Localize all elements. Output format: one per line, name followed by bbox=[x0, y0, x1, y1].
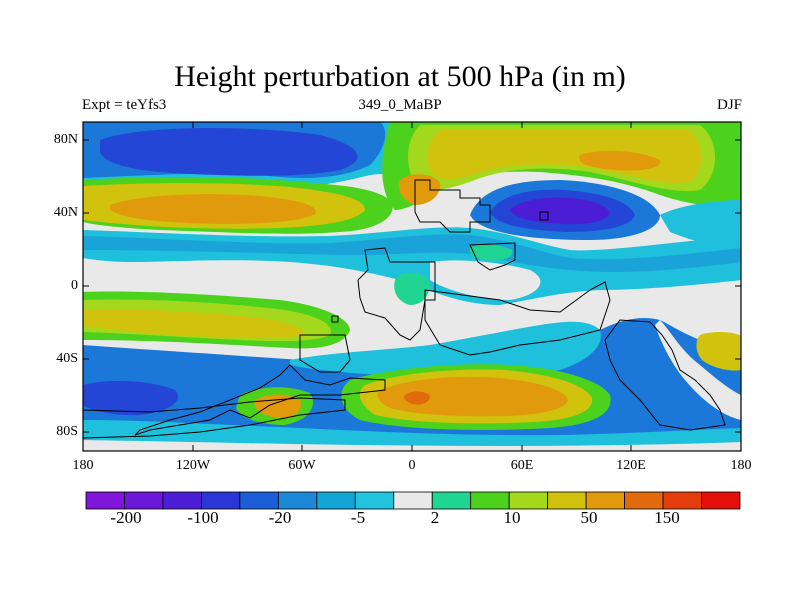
colorbar-box bbox=[239, 491, 279, 510]
south-neutral-lower bbox=[83, 440, 741, 451]
plot-title: Height perturbation at 500 hPa (in m) bbox=[174, 60, 626, 93]
colorbar-box bbox=[201, 491, 241, 510]
colorbar-box bbox=[162, 491, 202, 510]
colorbar-box bbox=[277, 491, 318, 510]
colorbar-box bbox=[431, 491, 472, 510]
colorbar-label: -100 bbox=[187, 508, 219, 527]
lon-label-120w: 120W bbox=[175, 458, 211, 473]
lat-label-40s: 40S bbox=[56, 351, 78, 366]
tropical-neutral-west bbox=[117, 263, 338, 293]
colorbar-box bbox=[124, 491, 164, 510]
colorbar-box bbox=[662, 491, 702, 510]
africa-green-patch bbox=[394, 272, 430, 305]
colorbar-box bbox=[624, 491, 664, 510]
coastline-east-asia bbox=[539, 211, 549, 221]
colorbar-box bbox=[316, 491, 356, 510]
tropical-neutral-east bbox=[430, 260, 541, 300]
axis-ticks bbox=[83, 122, 741, 451]
colorbar bbox=[85, 491, 741, 510]
pacific-cyan-strip bbox=[660, 200, 741, 246]
colorbar-label: -5 bbox=[350, 508, 366, 527]
season-label: DJF bbox=[716, 97, 742, 113]
lat-label-80s: 80S bbox=[56, 424, 78, 439]
coastline-south-america bbox=[299, 334, 351, 373]
lon-label-60w: 60W bbox=[288, 458, 316, 473]
coastline-europe-asia bbox=[414, 179, 491, 233]
colorbar-box bbox=[508, 491, 549, 510]
lat-label-40n: 40N bbox=[53, 205, 78, 220]
asia-indigo-core bbox=[510, 197, 610, 225]
colorbar-box bbox=[470, 491, 510, 510]
lon-label-0: 0 bbox=[408, 458, 416, 473]
coastline-east-indian-ocean bbox=[604, 319, 726, 431]
lat-label-80n: 80N bbox=[53, 132, 78, 147]
period-label: 349_0_MaBP bbox=[358, 97, 442, 113]
north-darkblue-core bbox=[100, 128, 358, 176]
colorbar-label: -200 bbox=[110, 508, 142, 527]
colorbar-box bbox=[354, 491, 395, 510]
lon-label-60e: 60E bbox=[510, 458, 534, 473]
colorbar-box bbox=[701, 491, 741, 510]
lon-label-180w: 180 bbox=[72, 458, 94, 473]
midlat-orange-core bbox=[110, 194, 316, 224]
southwest-darkblue-low bbox=[83, 380, 179, 416]
colorbar-box bbox=[585, 491, 625, 510]
south-cyan-ring bbox=[290, 321, 601, 379]
coastline-africa bbox=[357, 247, 436, 341]
lat-label-0: 0 bbox=[71, 278, 78, 293]
colorbar-label: 2 bbox=[430, 508, 440, 527]
coastlines bbox=[83, 179, 726, 439]
northeast-orange-1 bbox=[579, 150, 661, 171]
colorbar-box bbox=[547, 491, 587, 510]
coastline-arabia bbox=[469, 242, 516, 271]
lon-label-180e: 180 bbox=[730, 458, 752, 473]
coastline-india-sea bbox=[424, 281, 611, 356]
colorbar-label: 150 bbox=[654, 508, 680, 527]
eastpacific-neutral-seam bbox=[655, 320, 741, 420]
colorbar-label: -20 bbox=[268, 508, 292, 527]
arabia-green-patch bbox=[469, 244, 513, 261]
colorbar-box bbox=[393, 491, 433, 510]
contour-field bbox=[83, 122, 741, 451]
eastpacific-yellow-patch bbox=[696, 332, 741, 371]
colorbar-box bbox=[85, 491, 125, 510]
experiment-label: Expt = teYfs3 bbox=[82, 97, 167, 113]
colorbar-label: 50 bbox=[580, 508, 598, 527]
tropical-lightblue-band bbox=[83, 234, 741, 273]
lon-label-120e: 120E bbox=[616, 458, 646, 473]
south-pacific-high-orange bbox=[377, 376, 568, 417]
coastline-antarctica bbox=[83, 397, 346, 439]
coastline-madagascar bbox=[331, 315, 339, 323]
south-yellow-band bbox=[83, 309, 304, 339]
colorbar-label: 10 bbox=[503, 508, 521, 527]
south-pacific-high-red bbox=[403, 391, 430, 405]
